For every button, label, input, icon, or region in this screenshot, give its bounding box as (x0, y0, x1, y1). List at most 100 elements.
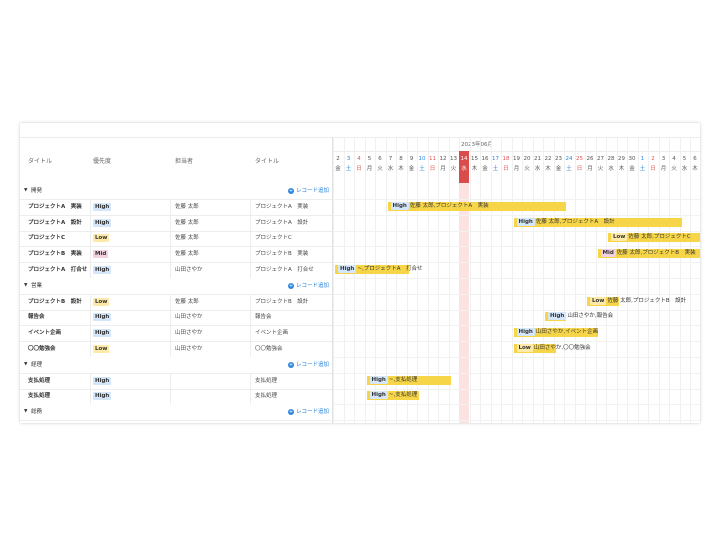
row-title[interactable]: プロジェクトB 実装 (28, 251, 82, 258)
day-weekday: 日 (429, 166, 436, 172)
table-row[interactable]: プロジェクトB 実装 Mid 佐藤 太郎 プロジェクトB 実装 (20, 246, 332, 264)
table-row[interactable]: 支払処理 High 支払処理 (20, 388, 332, 406)
day-number: 11 (429, 156, 436, 162)
collapse-toggle-icon[interactable]: ▼ (24, 409, 28, 415)
collapse-toggle-icon[interactable]: ▼ (24, 282, 28, 288)
gantt-bar-label: High 佐藤 太郎,プロジェクトA 実装 (390, 201, 489, 211)
bar-priority-chip: Mid (600, 249, 616, 258)
cell-divider (90, 341, 91, 357)
priority-badge: Low (93, 345, 110, 353)
table-row[interactable]: プロジェクトB 設計 Low 佐藤 太郎 プロジェクトB 設計 (20, 293, 332, 311)
day-number: 17 (492, 156, 499, 162)
add-record-button[interactable]: + レコード追加 (288, 282, 329, 290)
priority-badge: High (93, 313, 112, 322)
day-number: 26 (586, 156, 594, 162)
gantt-row (333, 309, 700, 327)
column-header-task[interactable]: タイトル (255, 158, 280, 165)
gantt-bar[interactable] (387, 201, 566, 211)
gantt-bar[interactable] (597, 249, 700, 259)
bar-text: ~,プロジェクトA 打合せ (357, 266, 423, 272)
row-task: 報告会 (255, 314, 272, 321)
table-row[interactable]: 支払処理 High 支払処理 (20, 372, 332, 390)
gantt-row (333, 262, 700, 279)
table-row[interactable]: イベント企画 High 山田さやか イベント企画 (20, 325, 332, 343)
day-number: 6 (378, 156, 382, 162)
row-assignee: 山田さやか (175, 267, 203, 273)
bar-text: 佐藤 太郎,プロジェクトA 設計 (535, 218, 615, 225)
cell-divider (90, 246, 91, 263)
gantt-row (333, 325, 700, 343)
row-assignee: 佐藤 太郎 (175, 298, 199, 305)
gantt-bar-label: High 山田さやか,イベント企画 (516, 328, 598, 337)
cell-divider (170, 341, 171, 357)
gantt-bar-label: Low 山田さやか,〇〇勉強会 (516, 344, 591, 353)
gantt-bar[interactable] (513, 328, 598, 338)
add-record-label: レコード追加 (296, 409, 330, 416)
add-record-label: レコード追加 (296, 188, 330, 194)
bar-text: 山田さやか,〇〇勉強会 (533, 345, 591, 351)
collapse-toggle-icon[interactable]: ▼ (24, 361, 28, 367)
day-weekday: 土 (345, 166, 352, 172)
cell-divider (170, 262, 171, 278)
day-weekday: 水 (534, 166, 541, 172)
table-row[interactable]: プロジェクトC Low 佐藤 太郎 プロジェクトC (20, 230, 332, 248)
column-header-assignee[interactable]: 担当者 (175, 158, 194, 165)
table-row[interactable]: プロジェクトA 設計 High 佐藤 太郎 プロジェクトA 設計 (20, 214, 332, 232)
collapse-toggle-icon[interactable]: ▼ (24, 188, 28, 193)
gantt-bar[interactable] (366, 375, 451, 385)
row-title[interactable]: プロジェクトB 設計 (28, 298, 82, 305)
gantt-row (333, 215, 700, 232)
group-label: 総務 (31, 409, 43, 416)
table-row[interactable]: 〇〇勉強会 Low 山田さやか 〇〇勉強会 (20, 341, 332, 358)
row-title[interactable]: 報告会 (28, 314, 45, 321)
cell-divider (90, 325, 91, 342)
gantt-bar-label: High ~,プロジェクトA 打合せ (338, 265, 422, 274)
row-title[interactable]: 〇〇勉強会 (28, 346, 56, 352)
day-weekday: 火 (524, 166, 530, 172)
cell-divider (170, 214, 171, 231)
day-weekday: 水 (387, 166, 394, 172)
column-header-title[interactable]: タイトル (28, 158, 53, 165)
day-number: 5 (367, 156, 372, 162)
row-title[interactable]: イベント企画 (28, 330, 62, 337)
day-weekday: 日 (576, 166, 583, 172)
day-number: 29 (618, 156, 625, 162)
add-record-button[interactable]: + レコード追加 (288, 408, 329, 416)
day-weekday: 水 (461, 166, 467, 172)
day-column (364, 137, 376, 423)
gantt-row (333, 199, 700, 216)
gantt-bar[interactable] (335, 265, 409, 274)
gantt-bar-label: High 佐藤 太郎,プロジェクトA 設計 (516, 217, 615, 227)
cell-divider (250, 372, 251, 389)
bar-priority-chip: High (516, 328, 535, 337)
add-record-button[interactable]: + レコード追加 (288, 361, 329, 369)
gantt-bar[interactable] (366, 391, 419, 401)
table-row[interactable]: プロジェクトA 実装 High 佐藤 太郎 プロジェクトA 実装 (20, 198, 332, 216)
gantt-group-row (333, 278, 700, 295)
day-number: 4 (672, 156, 676, 162)
row-assignee: 佐藤 太郎 (175, 203, 199, 210)
bar-priority-chip: High (548, 312, 567, 321)
table-row[interactable]: プロジェクトA 打合せ High 山田さやか プロジェクトA 打合せ (20, 262, 332, 279)
add-record-button[interactable]: + レコード追加 (288, 187, 329, 195)
day-number: 15 (471, 156, 478, 162)
day-weekday: 日 (503, 166, 509, 172)
row-title[interactable]: プロジェクトA 打合せ (28, 267, 88, 273)
row-title[interactable]: プロジェクトC (28, 235, 66, 242)
group-row: ▼ 経理 + レコード追加 (20, 356, 332, 374)
gantt-bar[interactable] (513, 344, 556, 353)
column-header-priority[interactable]: 優先度 (93, 158, 112, 165)
table-row[interactable]: 報告会 High 山田さやか 報告会 (20, 309, 332, 327)
priority-badge: Low (93, 297, 110, 306)
gantt-bar[interactable] (513, 217, 682, 227)
table-header: タイトル 優先度 担当者 タイトル (20, 137, 332, 184)
bar-priority-chip: High (338, 265, 357, 273)
row-title[interactable]: プロジェクトA 設計 (28, 219, 82, 226)
row-title[interactable]: プロジェクトA 実装 (28, 203, 82, 210)
gantt-row (333, 230, 700, 248)
row-title[interactable]: 支払処理 (28, 393, 51, 400)
gantt-bar[interactable] (608, 233, 700, 243)
day-column (501, 137, 512, 423)
row-title[interactable]: 支払処理 (28, 377, 51, 384)
day-weekday: 水 (681, 166, 688, 172)
